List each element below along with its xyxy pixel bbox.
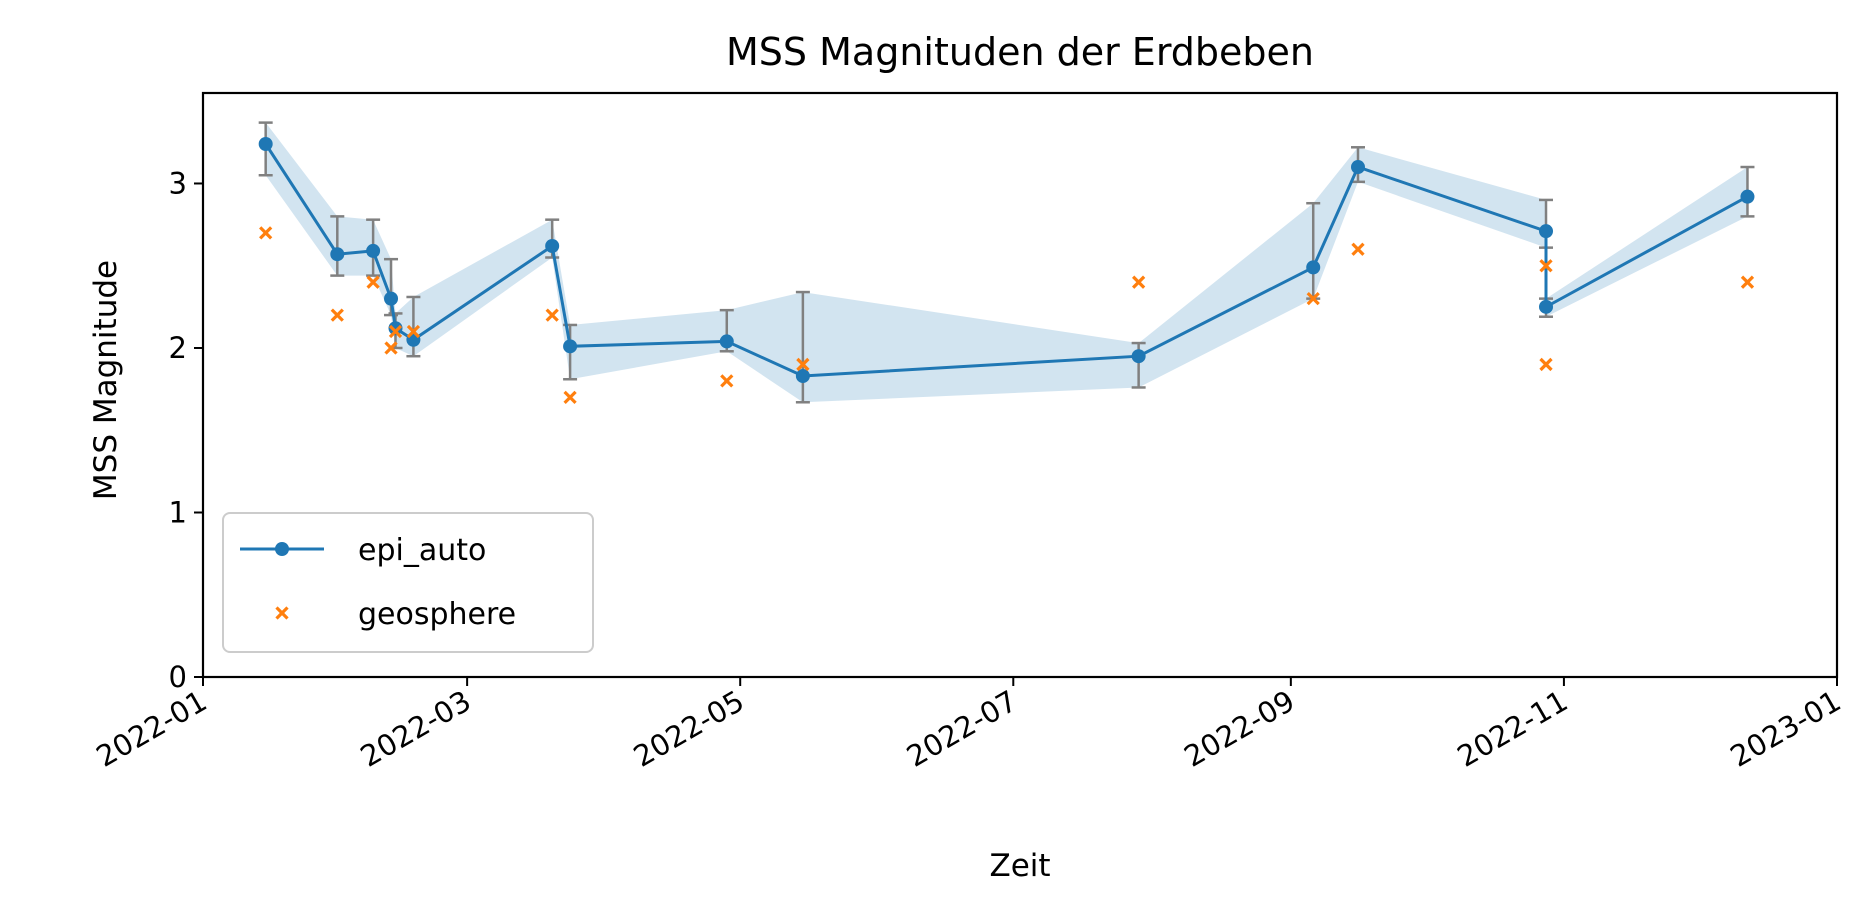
geosphere-point: [563, 390, 577, 404]
epi-auto-point: [1740, 189, 1755, 204]
geosphere-point: [545, 308, 559, 322]
legend-label: epi_auto: [358, 533, 486, 568]
epi-auto-point: [330, 247, 345, 262]
epi-auto-point: [1131, 349, 1146, 364]
epi-auto-line: [264, 143, 1749, 378]
geosphere-point: [406, 324, 421, 339]
epi-auto-point: [384, 291, 399, 306]
epi-auto-point: [388, 321, 403, 336]
y-axis-label: MSS Magnitude: [88, 260, 124, 500]
geosphere-point: [384, 341, 398, 355]
x-axis-label: Zeit: [989, 848, 1050, 884]
x-marker-stroke-b: [366, 275, 380, 289]
axes-frame: [201, 91, 1839, 679]
y-tick-label: 0: [169, 660, 187, 694]
geosphere-point: [796, 357, 810, 372]
geosphere-point: [1132, 275, 1146, 289]
epi-auto-point: [563, 339, 578, 354]
legend-label: geosphere: [358, 597, 516, 632]
x-marker-stroke-b: [563, 390, 577, 404]
x-marker-stroke-b: [1539, 357, 1553, 372]
y-tick-label: 1: [169, 495, 187, 529]
x-marker-stroke-b: [330, 308, 344, 322]
x-marker-stroke-b: [1132, 275, 1146, 289]
x-marker-stroke-b: [275, 606, 289, 620]
y-tick-label: 2: [169, 331, 187, 365]
geosphere-point: [1351, 242, 1365, 256]
x-marker-stroke-b: [1740, 275, 1755, 289]
geosphere-point: [720, 374, 734, 388]
legend-marker-swatch: [275, 542, 289, 556]
epi-auto-point: [366, 243, 381, 258]
epi-auto-point: [795, 368, 810, 383]
epi-auto-point: [1306, 260, 1321, 275]
x-marker-stroke-b: [1539, 259, 1553, 273]
geosphere-point: [259, 226, 273, 240]
epi-auto-point: [1539, 299, 1554, 314]
x-marker-stroke-b: [388, 324, 403, 339]
x-marker-stroke-b: [406, 324, 421, 339]
legend-entry-geosphere: geosphere: [275, 597, 516, 632]
geosphere-point: [330, 308, 344, 322]
x-marker-stroke-b: [1306, 292, 1320, 306]
geosphere-point: [366, 275, 380, 289]
epi-auto-point: [545, 238, 560, 253]
geosphere-point: [1740, 275, 1755, 289]
geosphere-point: [388, 324, 403, 339]
x-marker-stroke-b: [1351, 242, 1365, 256]
epi-auto-uncertainty-band: [265, 122, 1748, 403]
legend-marker-swatch: [275, 606, 289, 620]
x-marker-stroke-b: [545, 308, 559, 322]
geosphere-point: [1306, 292, 1320, 306]
chart-title: MSS Magnituden der Erdbeben: [726, 30, 1314, 74]
epi-auto-errorbar: [795, 290, 810, 404]
epi-auto-errorbar: [330, 215, 345, 277]
epi-auto-point: [719, 334, 734, 349]
x-marker-stroke-b: [384, 341, 398, 355]
x-marker-stroke-b: [720, 374, 734, 388]
geosphere-point: [1539, 259, 1553, 273]
legend: epi_auto geosphere: [222, 512, 594, 653]
geosphere-point: [1539, 357, 1553, 372]
epi-auto-point: [1350, 160, 1365, 175]
x-marker-stroke-b: [796, 357, 810, 372]
legend-entry-epi-auto: epi_auto: [240, 533, 486, 568]
epi-auto-point: [258, 136, 273, 151]
x-marker-stroke-b: [259, 226, 273, 240]
epi-auto-point: [1539, 224, 1554, 239]
y-tick-label: 3: [169, 166, 187, 200]
